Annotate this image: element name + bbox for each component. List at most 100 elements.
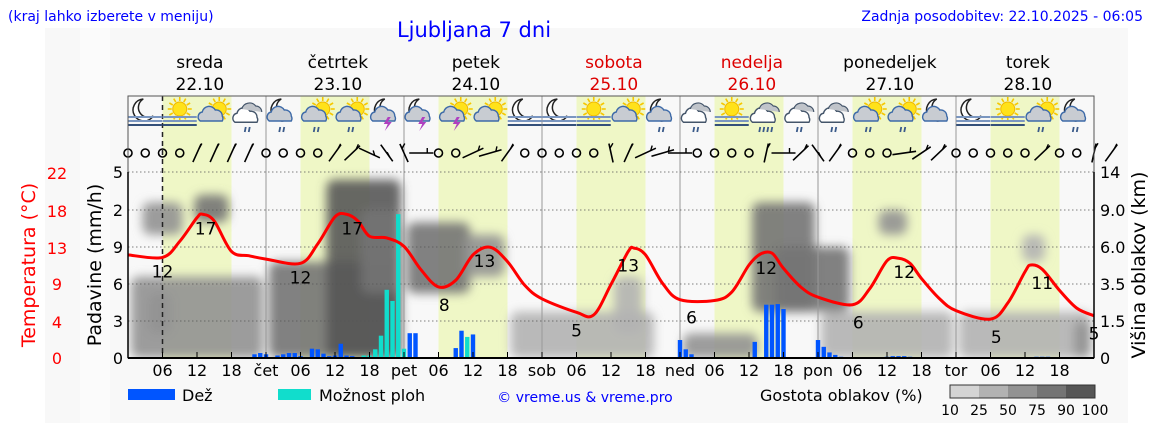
sun-disc [1000, 101, 1016, 117]
moon-cloud-rain-icon [645, 98, 673, 133]
sun-ray [738, 102, 743, 106]
wind-barb-icon [380, 144, 394, 162]
x-tick-label: 12 [601, 361, 621, 380]
cloud-back [793, 102, 815, 113]
wind-barb-icon [892, 147, 917, 156]
rain-drop [316, 126, 320, 133]
wind-shaft [634, 147, 657, 159]
sun-ray [912, 115, 916, 120]
location-hint[interactable]: (kraj lahko izberete v meniju) [8, 9, 214, 25]
sun-ray [222, 115, 226, 120]
wind-barb-icon [209, 143, 220, 163]
sun-ray [1053, 112, 1059, 116]
calm-wind-icon [554, 148, 565, 158]
calm-wind-icon [295, 148, 306, 158]
sun-ray [738, 112, 743, 116]
cloud-shape [1025, 105, 1052, 122]
precipitation-tick-label: 6 [113, 275, 123, 294]
temperature-tick-label: 18 [47, 202, 67, 221]
wind-shaft [608, 143, 614, 163]
precipitation-axis-title: Padavine (mm/h) [84, 184, 106, 347]
colorbar-frame [949, 384, 1096, 399]
calm-wind-icon [140, 148, 151, 158]
wind-barb-icon [192, 143, 203, 163]
cloud-blob [821, 311, 953, 358]
axes: 06 12 18 čet 06 12 18 pet 06 12 18 sob 06 12 18 ned 06 12… [47, 163, 1126, 380]
rain-drop [770, 126, 774, 133]
sun-thunder-icon [438, 97, 473, 131]
cloud-density-field [131, 179, 1091, 358]
temperature-label: 11 [1031, 274, 1053, 294]
sun-ray [498, 115, 502, 120]
temperature-label: 5 [991, 328, 1002, 348]
showers-bar [373, 349, 378, 358]
sun-ray [622, 102, 627, 106]
wind-shaft [358, 147, 381, 159]
sun-ray [186, 102, 191, 106]
left-axis-strip [80, 28, 110, 423]
cloud-height-tick-label: 1.5 [1100, 312, 1125, 331]
calm-wind-icon [261, 148, 271, 158]
cloud-back [758, 102, 780, 113]
wind-barb-icon [930, 144, 948, 161]
day-date: 24.10 [452, 75, 501, 95]
rain-drop [696, 126, 700, 133]
sun-ray [498, 98, 502, 103]
wind-feather [941, 144, 946, 150]
x-tick-label: 12 [739, 361, 759, 380]
cloud-shape [266, 105, 293, 122]
cloud-blob [775, 247, 850, 312]
rain-bar [258, 353, 263, 358]
x-tick-label: 12 [325, 361, 345, 380]
cloud-shape [611, 105, 638, 122]
temperature-label: 8 [439, 296, 450, 316]
sun-ray [878, 98, 882, 103]
sun-ray [467, 112, 472, 116]
sun-ray [467, 102, 472, 106]
day-name: četrtek [308, 53, 369, 73]
wind-barb-icon [478, 146, 502, 158]
wind-feather [337, 143, 342, 150]
sun-cloud-icon [197, 97, 232, 122]
wind-feather [477, 145, 481, 151]
colorbar-label: 75 [1028, 403, 1046, 419]
sun-ray [326, 98, 330, 103]
rain-drop [1071, 126, 1075, 133]
sun-ray [186, 112, 191, 116]
sun-ray [346, 102, 351, 106]
rain-drop [899, 126, 903, 133]
cloud-shape [300, 105, 328, 122]
precipitation-tick-label: 3 [113, 312, 123, 331]
rain-bar [781, 309, 786, 358]
cloud-heavy-rain-icon [749, 102, 780, 133]
rain-drop [657, 126, 661, 133]
sun-ray [225, 112, 231, 116]
rain-drop [312, 126, 316, 133]
copyright-link[interactable]: © vreme.us & vreme.pro [497, 390, 672, 406]
sun-ray [915, 112, 921, 116]
sun-cloud-icon [473, 97, 508, 122]
rain-drop [351, 126, 355, 133]
rain-drop [830, 126, 834, 133]
day-date: 23.10 [314, 75, 363, 95]
wind-feather [1045, 144, 1050, 150]
x-tick-label: sob [528, 361, 556, 380]
x-tick-label: 06 [152, 361, 172, 380]
wind-feather [766, 142, 771, 149]
x-tick-label: 12 [463, 361, 483, 380]
sun-ray [898, 102, 903, 106]
day-name: nedelja [721, 53, 783, 73]
cloud-blob [878, 210, 907, 235]
cloud-height-axis-title: Višina oblakov (km) [1128, 172, 1150, 359]
x-tick-label: tor [945, 361, 968, 380]
x-tick-label: 12 [877, 361, 897, 380]
calm-wind-icon [537, 148, 547, 158]
wind-feather [495, 146, 498, 152]
wind-feather [609, 142, 614, 149]
showers-bar [465, 336, 470, 358]
moon-crescent [546, 98, 568, 122]
temperature-line [127, 211, 1095, 321]
sun-ray [350, 98, 354, 103]
legend-rain-swatch [128, 389, 175, 400]
sun-ray [464, 115, 468, 120]
